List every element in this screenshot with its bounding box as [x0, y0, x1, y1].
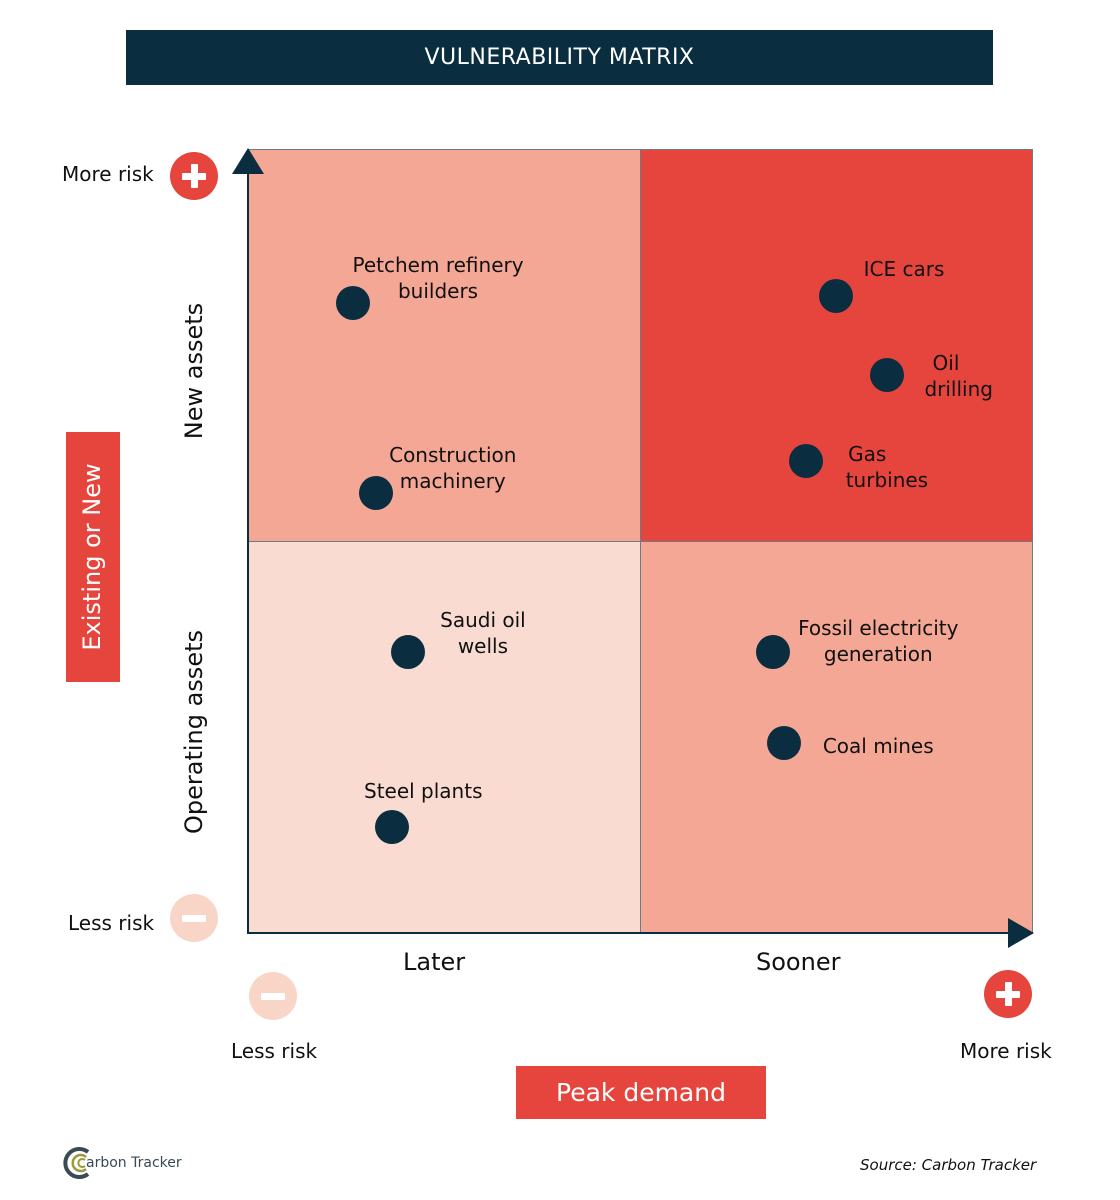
- y-more-risk-label: More risk: [62, 162, 154, 186]
- data-point: [375, 810, 410, 845]
- data-point: [819, 278, 853, 313]
- y-top-label: New assets: [180, 302, 208, 440]
- data-point: [336, 285, 371, 320]
- plus-icon: [984, 970, 1032, 1018]
- quadrant-later-new: [248, 149, 641, 542]
- data-point-label: ICE cars: [863, 256, 945, 281]
- data-point: [869, 357, 904, 392]
- x-less-risk-label: Less risk: [231, 1039, 318, 1063]
- x-more-risk-label: More risk: [960, 1039, 1052, 1063]
- x-axis-title: Peak demand: [516, 1066, 766, 1119]
- y-axis-title-box: Existing or New: [66, 432, 120, 682]
- data-point-label: Gas turbines: [845, 442, 929, 493]
- data-point: [767, 726, 802, 761]
- y-arrow-head-icon: [232, 148, 264, 174]
- quadrant-later-operating: [248, 541, 641, 934]
- minus-icon: [249, 972, 297, 1020]
- y-bottom-label: Operating assets: [180, 630, 208, 835]
- carbon-tracker-logo: arbon Tracker: [60, 1146, 182, 1180]
- data-point-label: Oil drilling: [924, 350, 993, 401]
- data-point-label: Petchem refinery builders: [352, 252, 524, 303]
- logo-icon: [63, 1147, 90, 1179]
- x-arrow-head-icon: [1008, 918, 1034, 948]
- data-point-label: Construction machinery: [389, 443, 517, 494]
- y-less-risk-label: Less risk: [68, 911, 155, 935]
- plus-icon: [170, 152, 218, 200]
- data-point: [358, 476, 393, 511]
- data-point-label: Fossil electricity generation: [798, 616, 959, 667]
- data-point: [756, 635, 791, 670]
- x-right-label: Sooner: [756, 948, 841, 976]
- title-banner: VULNERABILITY MATRIX: [126, 30, 993, 85]
- data-point-label: Steel plants: [363, 779, 483, 804]
- y-axis-title: Existing or New: [78, 463, 106, 651]
- data-point-label: Saudi oil wells: [440, 608, 526, 659]
- data-point-label: Coal mines: [822, 734, 934, 759]
- quadrant-sooner-new: [640, 149, 1033, 542]
- data-point: [390, 635, 425, 670]
- x-left-label: Later: [403, 948, 466, 976]
- minus-icon: [170, 894, 218, 942]
- source-text: Source: Carbon Tracker: [860, 1156, 1037, 1174]
- data-point: [789, 444, 824, 479]
